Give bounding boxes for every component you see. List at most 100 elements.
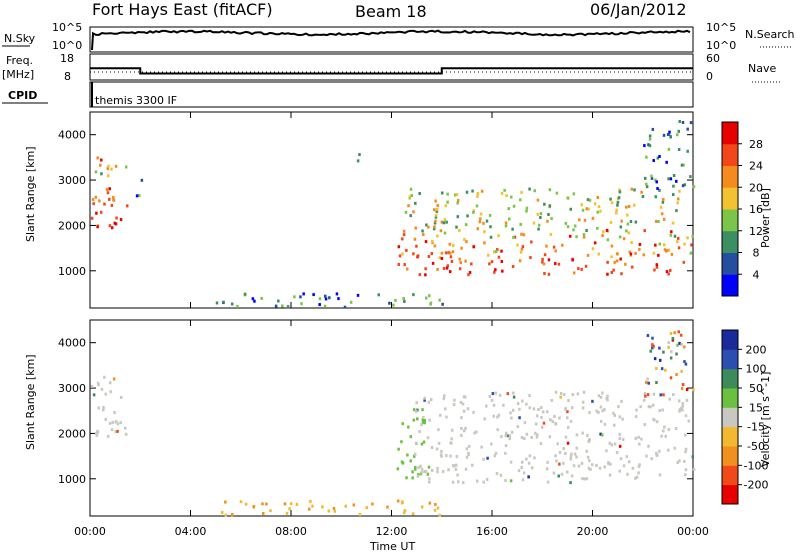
scatter-cell <box>575 235 578 239</box>
scatter-cell <box>625 455 629 459</box>
scatter-cell <box>494 250 498 254</box>
scatter-cell <box>110 428 114 432</box>
scatter-cell <box>464 426 467 430</box>
scatter-cell <box>405 248 408 252</box>
scatter-cell <box>667 341 670 345</box>
scatter-cell <box>649 349 653 353</box>
scatter-cell <box>428 480 431 484</box>
scatter-cell <box>678 120 681 124</box>
scatter-cell <box>683 459 686 463</box>
scatter-cell <box>672 393 675 397</box>
scatter-cell <box>542 262 546 266</box>
power-ylabel: Slant Range [km] <box>24 146 37 242</box>
scatter-cell <box>321 505 324 509</box>
scatter-cell <box>654 219 658 223</box>
scatter-cell <box>675 373 678 377</box>
scatter-cell <box>96 381 100 385</box>
scatter-cell <box>591 247 595 251</box>
scatter-cell <box>610 270 614 274</box>
scatter-cell <box>140 178 144 182</box>
scatter-cell <box>449 441 453 445</box>
scatter-cell <box>434 503 437 507</box>
scatter-cell <box>439 229 443 233</box>
scatter-cell <box>409 187 413 191</box>
scatter-cell <box>673 446 677 450</box>
scatter-cell <box>96 225 99 229</box>
scatter-cell <box>426 472 430 476</box>
scatter-cell <box>435 209 439 213</box>
scatter-cell <box>300 302 303 306</box>
scatter-cell <box>547 258 551 262</box>
scatter-cell <box>547 212 550 216</box>
scatter-cell <box>522 233 526 237</box>
scatter-cell <box>460 416 463 420</box>
scatter-cell <box>446 192 449 196</box>
scatter-cell <box>496 428 499 432</box>
scatter-cell <box>597 205 601 209</box>
scatter-cell <box>665 160 668 164</box>
scatter-cell <box>311 504 314 508</box>
scatter-cell <box>673 331 676 335</box>
scatter-cell <box>569 481 572 485</box>
scatter-cell <box>483 241 486 245</box>
scatter-cell <box>427 254 431 258</box>
scatter-cell <box>434 199 437 203</box>
scatter-cell <box>681 408 684 412</box>
scatter-cell <box>411 470 414 474</box>
scatter-cell <box>518 259 522 263</box>
scatter-cell <box>587 439 590 443</box>
scatter-cell <box>681 184 685 188</box>
scatter-cell <box>102 406 105 410</box>
scatter-cell <box>573 452 577 456</box>
scatter-cell <box>293 295 296 299</box>
scatter-cell <box>502 403 505 407</box>
scatter-cell <box>609 220 613 224</box>
scatter-cell <box>460 246 463 250</box>
scatter-cell <box>603 422 607 426</box>
scatter-cell <box>668 268 672 272</box>
scatter-cell <box>677 147 681 151</box>
scatter-cell <box>417 466 420 470</box>
scatter-cell <box>643 391 647 395</box>
scatter-cell <box>554 390 558 394</box>
scatter-cell <box>98 163 102 167</box>
scatter-cell <box>420 471 423 475</box>
scatter-cell <box>236 304 239 308</box>
scatter-cell <box>435 447 439 451</box>
scatter-cell <box>569 457 573 461</box>
scatter-cell <box>114 164 118 168</box>
scatter-cell <box>377 293 380 297</box>
scatter-cell <box>640 437 643 441</box>
scatter-cell <box>119 395 123 399</box>
scatter-cell <box>442 221 446 225</box>
scatter-cell <box>115 420 118 424</box>
scatter-cell <box>627 460 631 464</box>
x-tick-label: 00:00 <box>74 525 106 538</box>
scatter-cell <box>601 233 604 237</box>
scatter-cell <box>567 425 570 429</box>
scatter-cell <box>587 466 591 470</box>
scatter-cell <box>409 459 412 463</box>
scatter-cell <box>96 430 100 434</box>
scatter-cell <box>620 399 623 403</box>
scatter-cell <box>627 205 631 209</box>
scatter-cell <box>542 421 546 425</box>
scatter-cell <box>550 398 553 402</box>
scatter-cell <box>629 220 633 224</box>
scatter-cell <box>510 195 513 199</box>
scatter-cell <box>516 402 520 406</box>
x-tick-label: 20:00 <box>577 525 609 538</box>
scatter-cell <box>665 248 669 252</box>
scatter-cell <box>558 450 562 454</box>
scatter-cell <box>463 429 466 433</box>
scatter-cell <box>517 469 521 473</box>
scatter-cell <box>421 420 425 424</box>
scatter-cell <box>569 207 572 211</box>
scatter-cell <box>423 419 426 423</box>
scatter-cell <box>447 468 450 472</box>
scatter-cell <box>595 463 598 467</box>
scatter-cell <box>448 270 452 274</box>
scatter-cell <box>619 225 623 229</box>
scatter-cell <box>483 417 486 421</box>
scatter-cell <box>456 201 459 205</box>
